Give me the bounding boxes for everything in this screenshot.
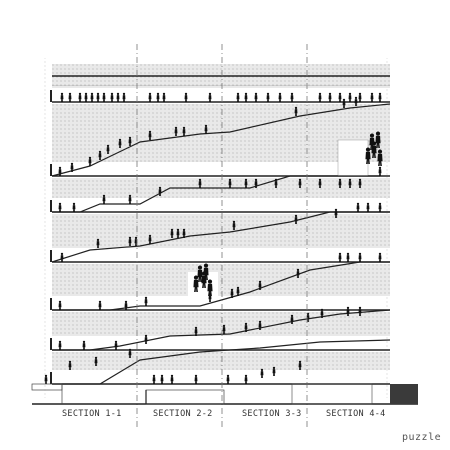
person-figure: [59, 341, 62, 350]
person-figure: [379, 167, 382, 176]
person-figure: [111, 93, 114, 102]
floor-hatch-1: [52, 86, 390, 88]
floor-edge-3: [50, 200, 52, 212]
person-figure: [339, 253, 342, 262]
roof-band: [52, 64, 390, 86]
person-figure: [103, 93, 106, 102]
person-figure: [117, 93, 120, 102]
person-figure: [125, 301, 128, 310]
person-figure: [91, 93, 94, 102]
person-figure: [349, 93, 352, 102]
person-figure: [59, 301, 62, 310]
section-label-1-1: SECTION 1-1: [62, 409, 122, 419]
person-figure: [149, 93, 152, 102]
person-figure: [339, 93, 342, 102]
person-figure: [357, 203, 360, 212]
person-figure: [79, 93, 82, 102]
person-figure: [359, 93, 362, 102]
person-figure: [279, 93, 282, 102]
person-figure: [237, 93, 240, 102]
floor-edge-1: [50, 90, 52, 102]
person-figure: [329, 93, 332, 102]
section-label-3-3: SECTION 3-3: [242, 409, 302, 419]
person-figure: [291, 93, 294, 102]
person-figure: [61, 253, 64, 262]
person-figure: [371, 93, 374, 102]
person-figure: [83, 341, 86, 350]
section-label-2-2: SECTION 2-2: [153, 409, 213, 419]
person-figure: [359, 253, 362, 262]
person-figure: [129, 195, 132, 204]
brand-watermark: puzzle: [402, 432, 441, 443]
person-figure: [163, 93, 166, 102]
floor-edge-2: [50, 164, 52, 176]
person-figure: [209, 93, 212, 102]
floor-slabs: [50, 86, 390, 384]
floor-edge-6: [50, 338, 52, 350]
person-figure: [73, 203, 76, 212]
person-figure: [89, 157, 92, 166]
person-figure: [255, 93, 258, 102]
person-figure: [195, 375, 198, 384]
person-figure: [103, 195, 106, 204]
section-label-4-4: SECTION 4-4: [326, 409, 386, 419]
floor-edge-5: [50, 298, 52, 310]
floor-edge-7: [50, 372, 52, 384]
person-figure: [61, 93, 64, 102]
person-figure: [245, 93, 248, 102]
person-figure: [367, 203, 370, 212]
structure-column-left: [42, 58, 46, 398]
person-figure: [185, 93, 188, 102]
person-figure: [261, 369, 264, 378]
floor-hatch-4: [52, 214, 390, 248]
person-figure: [273, 367, 276, 376]
person-figure: [347, 253, 350, 262]
person-figure: [245, 375, 248, 384]
person-figure: [145, 335, 148, 344]
person-figure: [161, 375, 164, 384]
person-figure: [153, 375, 156, 384]
person-figure: [227, 375, 230, 384]
person-figure: [267, 93, 270, 102]
floor-hatch-6: [52, 312, 390, 336]
person-figure: [115, 341, 118, 350]
person-figure: [59, 203, 62, 212]
ground-floor: [32, 384, 418, 404]
void-opening-1: [338, 140, 368, 176]
person-figure: [157, 93, 160, 102]
person-figure: [379, 93, 382, 102]
person-figure: [99, 301, 102, 310]
person-figure: [145, 297, 148, 306]
person-figure: [69, 93, 72, 102]
person-figure: [319, 93, 322, 102]
person-figure: [171, 375, 174, 384]
person-figure: [379, 253, 382, 262]
person-figure: [85, 93, 88, 102]
floor-hatch-7: [52, 352, 390, 370]
floor-edge-4: [50, 250, 52, 262]
person-figure: [123, 93, 126, 102]
person-figure: [97, 93, 100, 102]
person-group-figure: [377, 150, 382, 166]
person-figure: [379, 203, 382, 212]
floor-hatch-5: [52, 264, 390, 296]
